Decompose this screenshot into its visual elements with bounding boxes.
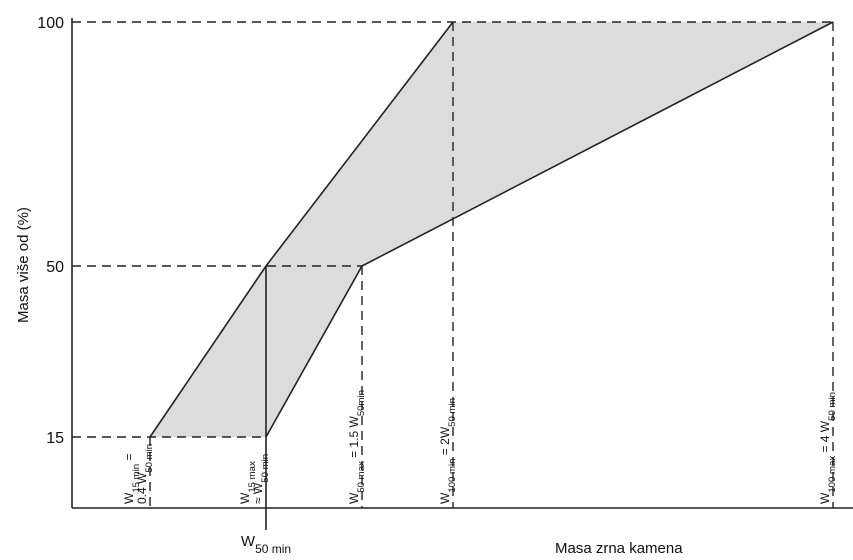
- subscript: 50 min: [255, 542, 291, 556]
- subscript: 100 max: [827, 456, 838, 493]
- label-part: W: [438, 492, 452, 504]
- label-part: W: [818, 492, 832, 504]
- label-part: = 2W: [438, 426, 452, 458]
- subscript: 50 min: [827, 392, 838, 421]
- label-part: = 1.5 W: [347, 416, 361, 462]
- label-part: = 4 W: [818, 420, 832, 456]
- x-label: W15 min =: [122, 454, 142, 504]
- x-axis-label: Masa zrna kamena: [555, 540, 683, 557]
- x-label: W100 max = 4 W50 min: [818, 392, 838, 504]
- label-part: ≈ W: [251, 482, 265, 504]
- y-tick-label: 50: [46, 259, 64, 276]
- subscript: 100 min: [447, 459, 458, 493]
- y-tick-label: 100: [37, 15, 64, 32]
- label-part: W: [122, 492, 136, 504]
- lower-boundary: [265, 21, 834, 438]
- shaded-envelope: [150, 22, 833, 437]
- subscript: 50 min: [144, 444, 155, 473]
- w50-min-label: W50 min: [241, 533, 291, 556]
- upper-boundary: [149, 21, 454, 438]
- subscript: 15 max: [247, 461, 258, 493]
- label-part: W: [241, 533, 256, 550]
- subscript: 15 min: [131, 464, 142, 493]
- x-label: ≈ W50 min: [251, 454, 271, 504]
- subscript: 50min: [356, 390, 367, 416]
- label-part: =: [122, 454, 136, 464]
- x-label: W100 min = 2W50 min: [438, 398, 458, 504]
- subscript: 50 max: [356, 461, 367, 493]
- label-part: W: [347, 492, 361, 504]
- x-label: W50 max = 1.5 W50min: [347, 390, 367, 504]
- subscript: 50 min: [447, 398, 458, 427]
- y-tick-label: 15: [46, 430, 64, 447]
- x-label: 0.4 W50 min: [135, 444, 155, 504]
- label-part: 0.4 W: [135, 472, 149, 504]
- subscript: 50 min: [260, 454, 271, 483]
- label-part: W: [238, 492, 252, 504]
- x-label: W15 max: [238, 461, 258, 504]
- y-axis-label: Masa više od (%): [15, 207, 32, 323]
